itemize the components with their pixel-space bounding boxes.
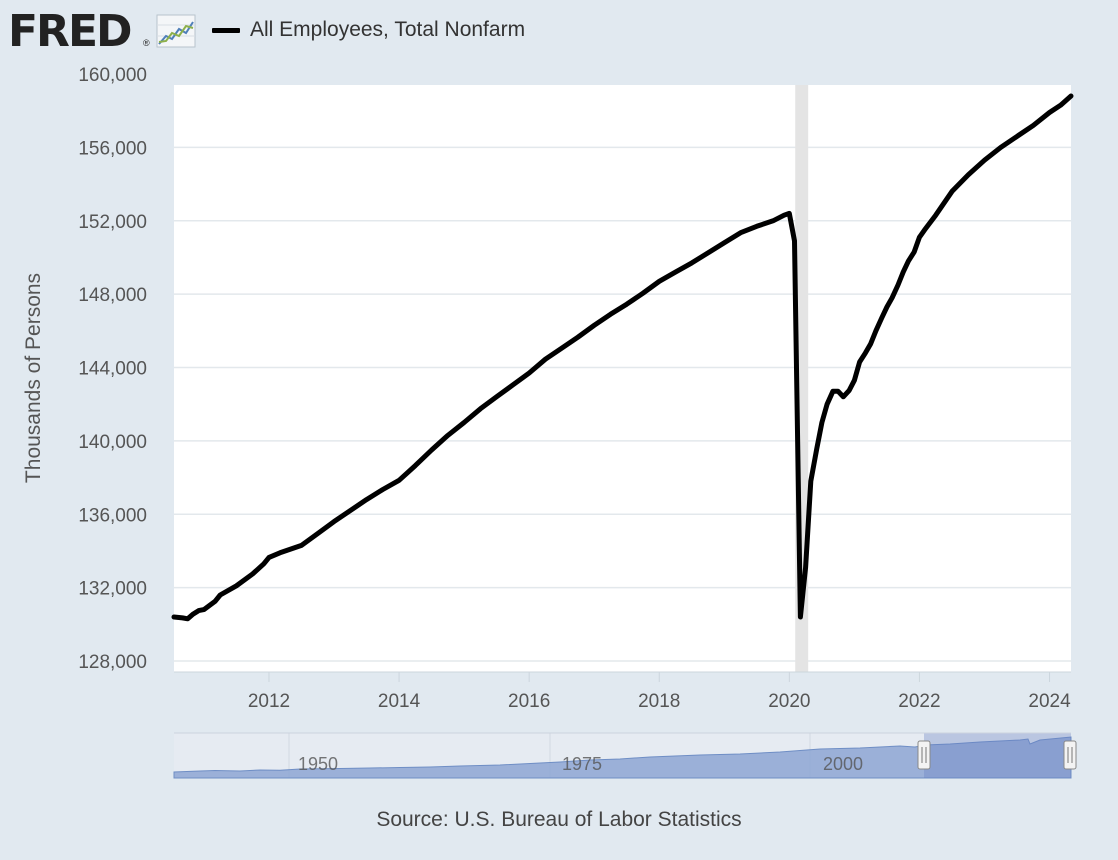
navigator-labels: 1950 1975 2000 [298,754,863,774]
y-tick-label: 136,000 [78,505,147,526]
navigator-selected-range[interactable] [924,733,1071,778]
plot-area [174,85,1071,672]
y-tick-label: 132,000 [78,579,147,600]
y-tick-label: 140,000 [78,432,147,453]
navigator-year-label: 1975 [562,754,602,774]
fred-chart-icon [156,14,196,48]
y-tick-label: 144,000 [78,359,147,380]
legend[interactable]: All Employees, Total Nonfarm [212,18,525,42]
x-tick-label: 2016 [508,691,550,712]
navigator-year-label: 2000 [823,754,863,774]
x-tick-label: 2020 [768,691,810,712]
grid-lines [174,146,1071,662]
navigator[interactable]: 1950 1975 2000 [173,732,1077,779]
y-axis-title: Thousands of Persons [22,273,45,483]
x-tick-label: 2024 [1028,691,1071,712]
y-tick-label: 148,000 [78,285,147,306]
y-tick-label: 160,000 [78,65,147,86]
legend-label: All Employees, Total Nonfarm [250,18,526,41]
legend-swatch [212,27,240,33]
series-group [171,93,1074,622]
chart: 2012 2014 2016 2018 2020 2022 2024 128,000 132,… [22,65,1077,779]
x-tick-label: 2022 [898,691,940,712]
x-tick-label: 2018 [638,691,680,712]
y-tick-label: 128,000 [78,652,147,673]
y-axis: 128,000 132,000 136,000 140,000 144,000 148,0… [78,65,147,673]
header: FRED ® All Employees, Total Nonfarm [0,0,1118,64]
source-note: Source: U.S. Bureau of Labor Statistics [376,808,742,831]
y-tick-label: 152,000 [78,212,147,233]
series-line[interactable] [171,93,1074,622]
navigator-left-handle[interactable] [917,740,931,770]
x-axis: 2012 2014 2016 2018 2020 2022 2024 [248,672,1071,712]
navigator-year-label: 1950 [298,754,338,774]
x-tick-label: 2012 [248,691,290,712]
y-tick-label: 156,000 [78,138,147,159]
navigator-series [173,736,1072,779]
registered-mark: ® [143,38,150,48]
x-tick-label: 2014 [378,691,421,712]
fred-logo[interactable]: FRED [8,6,133,57]
navigator-right-handle[interactable] [1063,740,1077,770]
